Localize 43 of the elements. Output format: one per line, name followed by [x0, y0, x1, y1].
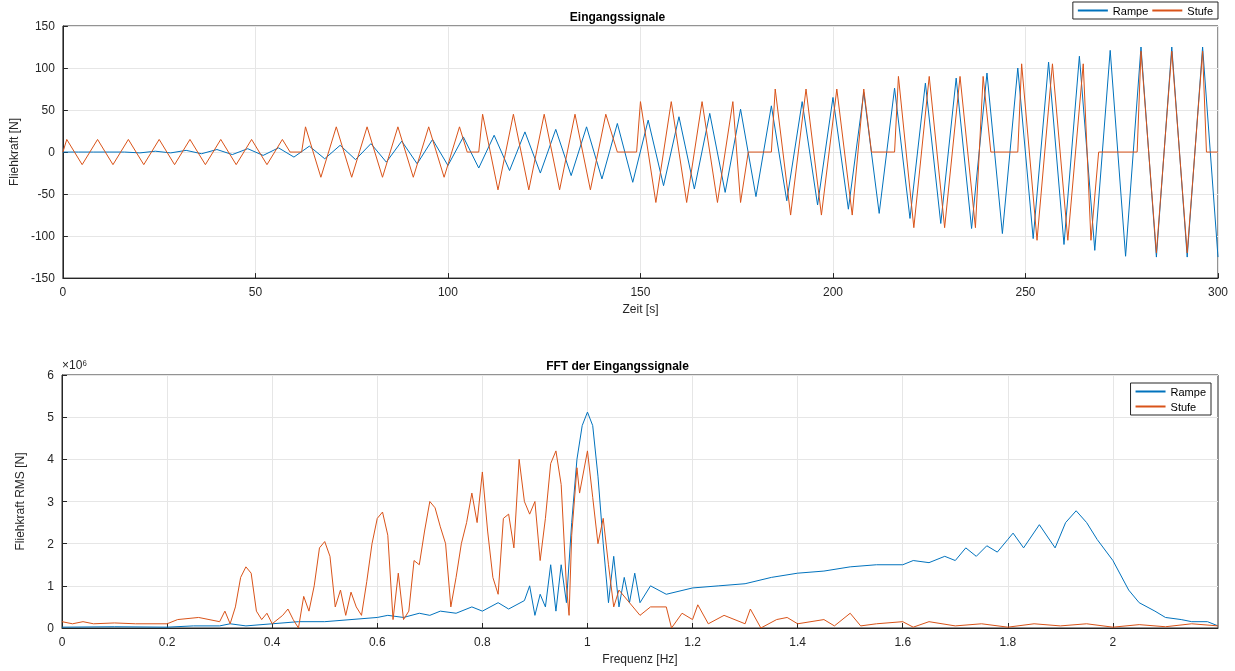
- y-tick-label: 100: [34, 61, 56, 76]
- x-axis-title: Frequenz [Hz]: [602, 651, 678, 666]
- y-tick-label: 0: [47, 621, 55, 635]
- x-tick-label: 0.2: [158, 635, 176, 649]
- y-tick-label: -150: [30, 271, 56, 286]
- y-tick-label: 3: [47, 494, 55, 509]
- y-tick-label: 4: [47, 452, 55, 467]
- y-axis-title: Fliehkraft RMS [N]: [13, 452, 27, 551]
- y-tick-label: 150: [34, 19, 56, 33]
- y-tick-label: 5: [47, 410, 55, 425]
- x-axis-title: Zeit [s]: [622, 302, 659, 316]
- x-tick-label: 300: [1207, 285, 1229, 300]
- x-tick-label: 0: [58, 635, 66, 649]
- x-tick-label: 200: [822, 285, 844, 300]
- y-tick-label: -100: [30, 229, 56, 244]
- x-tick-label: 150: [630, 285, 651, 300]
- x-tick-label: 1.6: [894, 635, 912, 649]
- x-tick-label: 0.6: [368, 635, 386, 649]
- x-tick-label: 0: [59, 285, 67, 300]
- x-tick-label: 100: [437, 285, 459, 300]
- x-tick-label: 1.4: [789, 635, 807, 649]
- legend-label: Stufe: [1187, 4, 1213, 17]
- y-tick-label: 1: [47, 578, 55, 593]
- x-tick-label: 250: [1015, 285, 1036, 300]
- y-axis-title: Fliehkraft [N]: [7, 118, 21, 187]
- x-tick-label: 50: [248, 285, 263, 300]
- x-tick-label: 1.2: [684, 635, 702, 649]
- x-tick-label: 0.4: [263, 635, 281, 649]
- chart-title: Eingangssignale: [569, 10, 666, 24]
- legend-label: Rampe: [1170, 385, 1207, 398]
- text: ×10⁶: [62, 358, 88, 372]
- x-tick-label: 1: [584, 635, 592, 649]
- y-tick-label: 50: [41, 103, 56, 118]
- legend-label: Stufe: [1170, 400, 1197, 413]
- x-tick-label: 2: [1109, 635, 1117, 649]
- x-tick-label: 0.8: [474, 635, 492, 649]
- legend-label: Rampe: [1112, 4, 1149, 17]
- y-tick-label: 6: [47, 368, 55, 382]
- x-tick-label: 1.8: [999, 635, 1017, 649]
- y-tick-label: -50: [37, 187, 56, 202]
- y-tick-label: 2: [47, 536, 55, 551]
- chart-title: FFT der Eingangssignale: [546, 359, 690, 373]
- y-tick-label: 0: [48, 145, 56, 160]
